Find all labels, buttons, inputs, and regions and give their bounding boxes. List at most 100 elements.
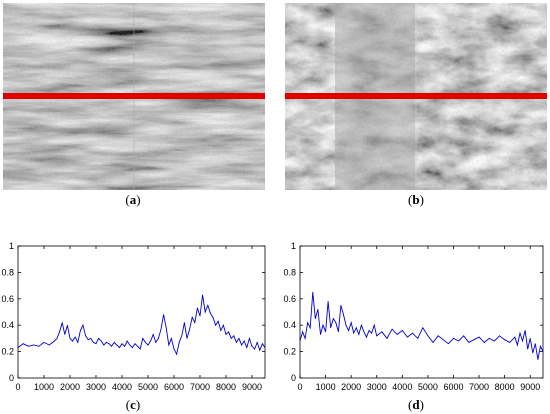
data-point: [437, 335, 439, 337]
sonar-texture-a: [3, 3, 265, 190]
data-point: [67, 324, 68, 326]
y-tick-label: 0.8: [1, 267, 14, 277]
data-point: [317, 308, 319, 310]
data-point: [519, 332, 521, 334]
data-point: [447, 343, 449, 345]
data-point: [532, 352, 534, 354]
data-point: [168, 344, 170, 346]
y-tick-label: 0.4: [283, 320, 296, 330]
y-tick-label: 0.2: [1, 347, 14, 357]
data-point: [210, 312, 211, 314]
x-tick-label: 9000: [520, 382, 540, 392]
data-point: [442, 339, 444, 341]
data-point: [108, 343, 110, 345]
data-point: [314, 318, 316, 319]
data-point: [330, 327, 332, 329]
data-point: [350, 322, 352, 323]
data-point: [126, 340, 128, 342]
data-point: [488, 338, 490, 339]
data-point: [254, 348, 256, 350]
data-point: [432, 341, 434, 343]
x-tick-label: 1000: [316, 382, 336, 392]
data-point: [238, 338, 240, 339]
data-point: [230, 338, 232, 339]
data-point: [38, 345, 40, 347]
data-point: [158, 338, 159, 339]
data-point: [407, 336, 408, 338]
data-point: [90, 338, 92, 339]
x-tick-label: 5000: [138, 382, 158, 392]
data-point: [228, 331, 230, 333]
data-point: [204, 311, 206, 313]
plot-d: 0 0.2 0.4 0.6 0.8 1 0 1000 2000 3000 4000 5000 6000 7…: [283, 241, 544, 392]
data-point: [309, 327, 311, 329]
data-point: [412, 332, 413, 334]
y-tick-label: 0.6: [1, 294, 14, 304]
data-point: [391, 328, 393, 330]
data-point: [233, 335, 235, 337]
data-point: [220, 330, 222, 331]
data-point: [468, 341, 470, 343]
data-point: [348, 330, 349, 331]
data-point: [134, 343, 136, 345]
data-point: [256, 341, 258, 343]
data-point: [422, 327, 424, 329]
data-point: [160, 328, 162, 330]
data-point: [171, 338, 172, 339]
sonar-image-b: [285, 3, 547, 190]
data-point: [43, 341, 45, 343]
data-point: [325, 331, 326, 333]
data-point: [478, 336, 480, 338]
data-point: [427, 335, 429, 337]
data-point: [494, 340, 495, 342]
x-tick-label: 3000: [367, 382, 387, 392]
data-point: [85, 335, 86, 337]
x-tick-label: 8000: [216, 382, 236, 392]
data-point: [241, 344, 243, 346]
data-point: [139, 348, 141, 350]
scan-line-a: [3, 93, 265, 99]
y-tick-label: 1: [9, 241, 14, 251]
data-point: [217, 320, 219, 322]
y-tick-label: 0.2: [283, 347, 296, 357]
y-tick-label: 0.6: [283, 294, 296, 304]
data-point: [524, 330, 526, 331]
data-point: [184, 322, 185, 323]
data-point: [251, 345, 253, 347]
data-point: [111, 345, 112, 347]
data-point: [302, 331, 303, 333]
y-tick-label: 0: [291, 373, 296, 383]
data-point: [337, 331, 339, 333]
data-point: [343, 314, 344, 316]
data-point: [202, 294, 204, 296]
x-tick-label: 6000: [164, 382, 184, 392]
data-point: [223, 324, 224, 326]
data-point: [463, 335, 465, 337]
data-point: [335, 322, 337, 323]
data-point: [225, 334, 227, 335]
x-tick-label: 2000: [341, 382, 361, 392]
caption-d: (d): [408, 397, 424, 412]
x-tick-label: 0: [15, 382, 20, 392]
plot-frame: [299, 245, 544, 379]
x-tick-label: 6000: [443, 382, 463, 392]
data-point: [517, 344, 518, 346]
data-point: [28, 345, 29, 347]
data-point: [100, 340, 102, 342]
data-point: [327, 301, 329, 302]
data-point: [129, 344, 131, 346]
data-point: [249, 338, 250, 339]
data-point: [514, 336, 516, 338]
data-point: [17, 347, 19, 349]
data-point: [191, 316, 193, 318]
data-point: [529, 338, 531, 339]
data-point: [59, 331, 60, 333]
data-point: [504, 339, 506, 341]
data-point: [373, 324, 375, 326]
data-point: [537, 359, 539, 360]
caption-c: (c): [125, 397, 141, 412]
data-point: [236, 341, 237, 343]
data-point: [358, 334, 360, 335]
data-point: [363, 331, 365, 333]
x-tick-label: 8000: [495, 382, 515, 392]
